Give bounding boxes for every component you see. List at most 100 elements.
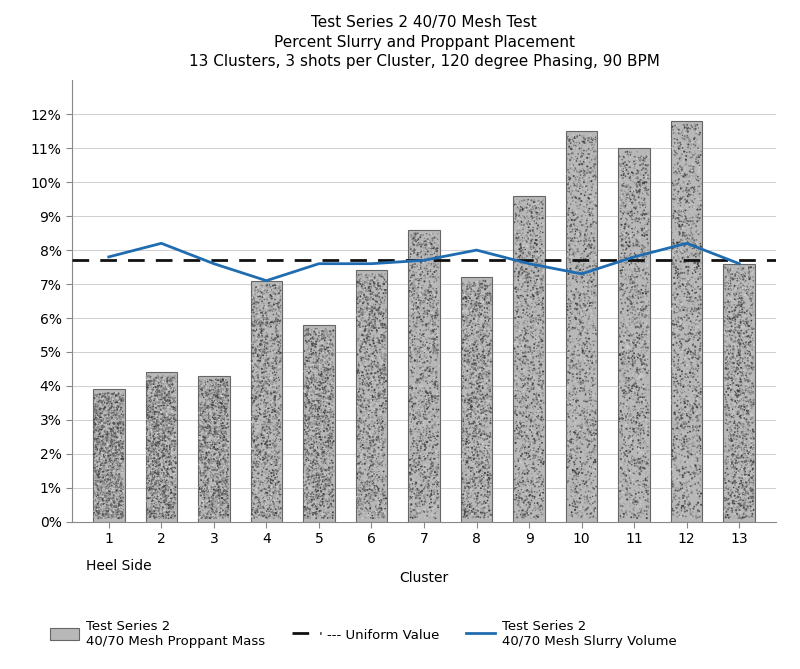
- Point: [249, 504, 262, 515]
- Point: [578, 411, 591, 421]
- Point: [265, 499, 278, 510]
- Point: [94, 500, 107, 510]
- Point: [260, 468, 273, 479]
- Point: [675, 153, 688, 164]
- Point: [323, 430, 336, 441]
- Point: [508, 484, 521, 494]
- Point: [141, 374, 154, 385]
- Point: [739, 432, 752, 442]
- Point: [354, 318, 366, 329]
- Point: [110, 409, 123, 419]
- Point: [719, 373, 732, 383]
- Point: [263, 292, 276, 302]
- Point: [412, 234, 425, 245]
- Point: [694, 146, 707, 157]
- Point: [430, 367, 442, 378]
- Point: [516, 208, 529, 219]
- Point: [477, 321, 490, 332]
- Point: [682, 276, 694, 286]
- Point: [578, 292, 591, 302]
- Point: [578, 189, 590, 200]
- Point: [732, 326, 745, 337]
- Point: [566, 464, 579, 475]
- Point: [574, 377, 587, 388]
- Point: [96, 489, 109, 500]
- Point: [462, 500, 474, 510]
- Point: [311, 461, 324, 472]
- Point: [514, 425, 527, 436]
- Point: [581, 349, 594, 360]
- Point: [721, 275, 734, 286]
- Point: [623, 318, 636, 328]
- Point: [358, 419, 371, 429]
- Point: [144, 371, 157, 382]
- Point: [360, 406, 373, 417]
- Point: [620, 361, 633, 372]
- Point: [526, 502, 539, 513]
- Point: [681, 131, 694, 142]
- Point: [529, 246, 542, 257]
- Point: [319, 484, 332, 494]
- Point: [204, 462, 217, 472]
- Point: [745, 383, 758, 393]
- Point: [636, 503, 649, 514]
- Point: [525, 235, 538, 246]
- Point: [256, 419, 269, 430]
- Point: [421, 337, 434, 348]
- Point: [221, 493, 234, 504]
- Point: [163, 435, 176, 446]
- Point: [736, 426, 749, 437]
- Point: [194, 508, 206, 518]
- Point: [151, 381, 164, 392]
- Point: [666, 429, 679, 440]
- Point: [519, 425, 532, 436]
- Point: [464, 449, 477, 460]
- Point: [510, 433, 522, 444]
- Point: [210, 396, 223, 407]
- Bar: [566, 131, 598, 522]
- Point: [148, 449, 161, 460]
- Point: [141, 470, 154, 480]
- Point: [511, 428, 524, 439]
- Point: [366, 306, 378, 316]
- Point: [562, 194, 574, 205]
- Point: [418, 492, 431, 502]
- Point: [198, 490, 210, 501]
- Point: [566, 267, 579, 278]
- Point: [146, 403, 158, 413]
- Point: [198, 428, 210, 439]
- Point: [521, 432, 534, 442]
- Point: [212, 379, 225, 390]
- Point: [631, 206, 644, 217]
- Point: [618, 372, 630, 383]
- Point: [522, 501, 534, 512]
- Point: [477, 371, 490, 382]
- Point: [105, 407, 118, 418]
- Point: [316, 385, 329, 396]
- Point: [566, 207, 579, 218]
- Point: [168, 510, 181, 521]
- Point: [464, 293, 477, 304]
- Point: [584, 392, 597, 403]
- Point: [637, 306, 650, 316]
- Point: [676, 312, 689, 323]
- Point: [358, 326, 370, 337]
- Point: [479, 276, 492, 286]
- Point: [573, 443, 586, 454]
- Point: [414, 237, 426, 248]
- Point: [678, 191, 690, 202]
- Point: [732, 397, 745, 407]
- Point: [526, 206, 538, 217]
- Point: [479, 310, 492, 321]
- Point: [152, 420, 165, 431]
- Point: [115, 442, 128, 453]
- Point: [428, 391, 441, 401]
- Point: [317, 497, 330, 508]
- Point: [165, 486, 178, 497]
- Point: [430, 369, 443, 380]
- Point: [315, 449, 328, 460]
- Point: [205, 381, 218, 391]
- Point: [253, 497, 266, 508]
- Point: [150, 425, 163, 436]
- Point: [742, 467, 755, 478]
